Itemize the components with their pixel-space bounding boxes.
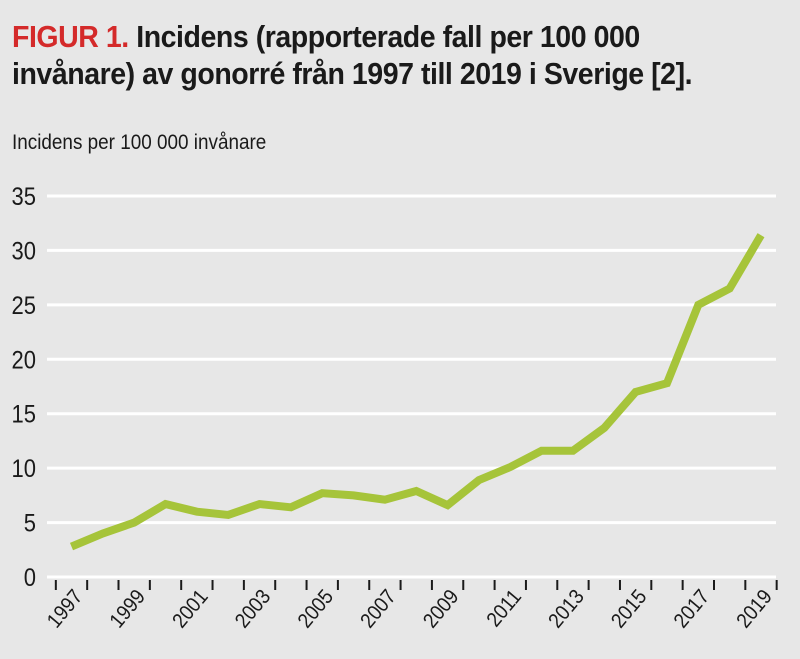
y-tick-label: 10 [12,455,36,483]
figure-label: FIGUR 1. [12,19,129,54]
x-tick-label: 2001 [168,586,213,633]
chart-title: FIGUR 1. Incidens (rapporterade fall per… [12,18,730,92]
y-tick-label: 30 [12,237,36,265]
x-tick-label: 2003 [231,586,276,633]
x-tick-label: 2015 [607,586,652,633]
x-tick-label: 1997 [43,586,88,633]
y-axis-label: Incidens per 100 000 invånare [12,131,267,154]
x-tick-label: 2013 [544,586,589,633]
y-tick-label: 5 [24,509,36,537]
y-tick-label: 15 [12,400,36,428]
x-tick-label: 2005 [294,586,339,633]
data-series-line [69,233,765,551]
x-tick-label: 2007 [356,586,401,633]
y-tick-label: 35 [12,183,36,211]
x-tick-label: 1999 [105,586,150,633]
y-tick-label: 20 [12,346,36,374]
x-tick-label: 2011 [482,586,526,632]
x-tick-label: 2017 [670,586,715,633]
x-tick-label: 2009 [419,586,464,633]
title-text: Incidens (rapporterade fall per 100 000 … [12,19,693,91]
y-tick-label: 0 [24,564,36,592]
x-tick-label: 2019 [732,586,777,633]
y-tick-label: 25 [12,292,36,320]
